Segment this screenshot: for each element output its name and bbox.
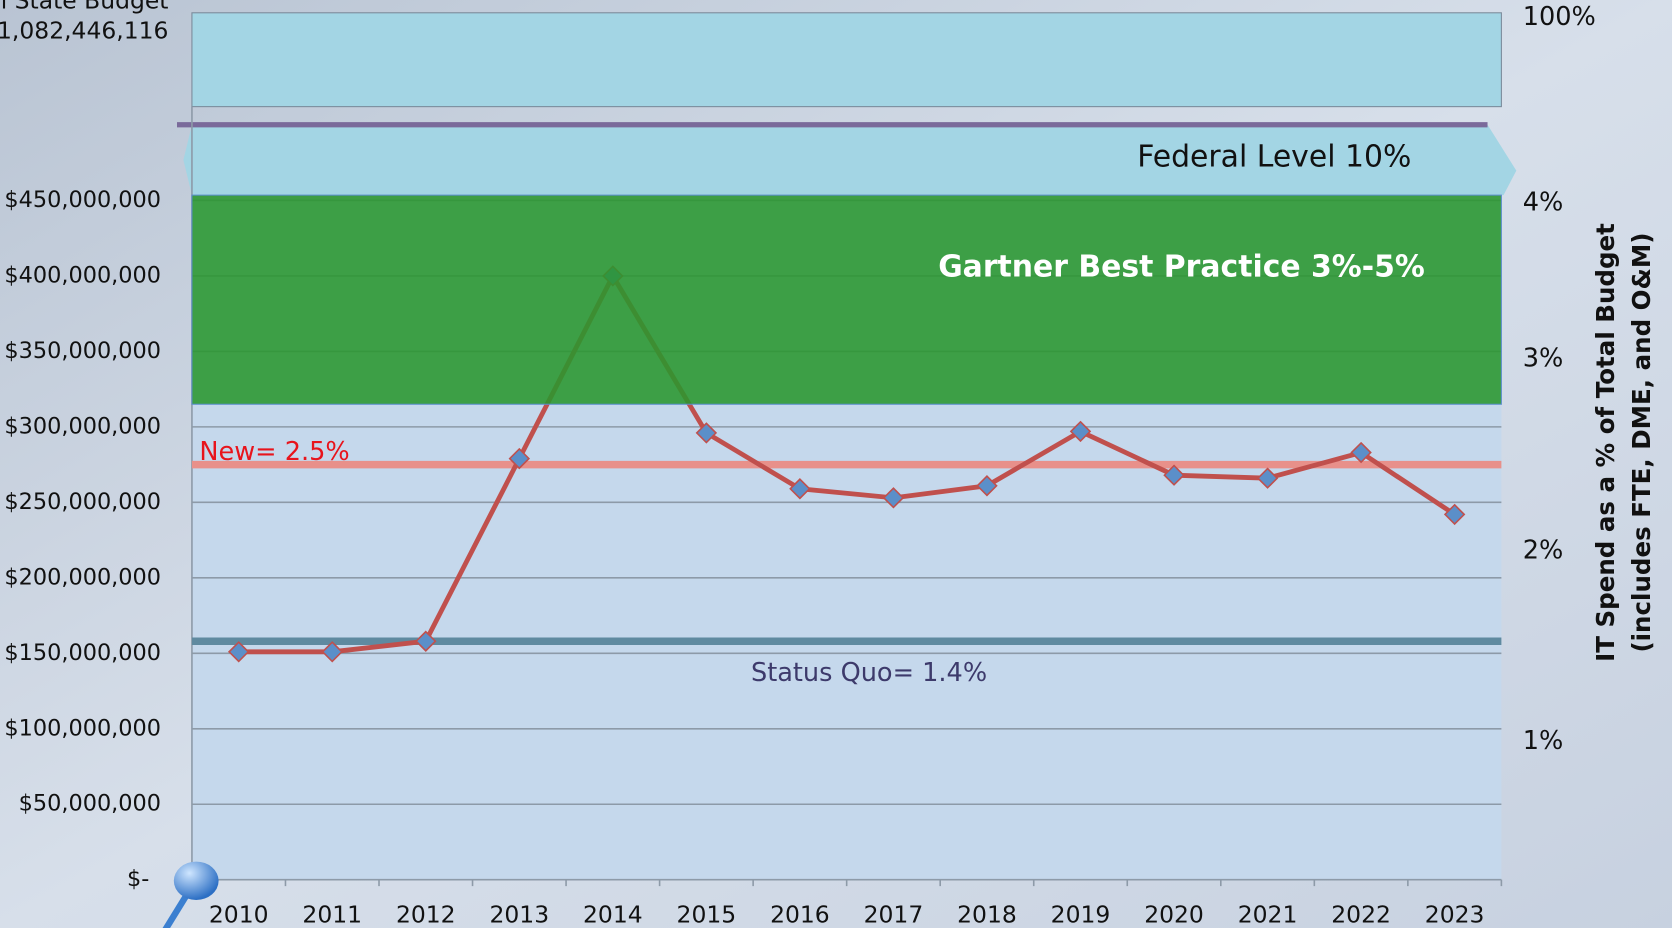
y-tick-label: $150,000,000: [4, 640, 161, 666]
x-tick-label: 2014: [583, 900, 643, 928]
y-tick-label: $-: [127, 866, 149, 892]
federal-band: [183, 124, 1517, 196]
x-tick-label: 2017: [864, 900, 924, 928]
data-marker: [1069, 420, 1092, 443]
data-marker: [321, 641, 343, 663]
reference-label: Status Quo= 1.4%: [751, 658, 987, 688]
x-tick-label: 2016: [770, 900, 830, 928]
decor-ball: [173, 861, 219, 900]
data-line: [238, 270, 1456, 655]
data-marker: [695, 422, 718, 444]
x-tick-label: 2013: [489, 900, 549, 928]
data-marker: [1443, 503, 1466, 526]
federal-label: Federal Level 10%: [1137, 139, 1411, 174]
x-tick-label: 2011: [302, 900, 362, 928]
y-tick-label: $350,000,000: [4, 338, 161, 364]
y-tick-label: $400,000,000: [4, 262, 161, 288]
y-tick-label: $250,000,000: [4, 489, 161, 515]
x-tick-label: 2020: [1144, 900, 1204, 928]
y-tick-label: $100,000,000: [4, 715, 161, 741]
data-marker: [508, 447, 531, 470]
y2-label: 100%: [1523, 2, 1596, 32]
x-tick-label: 2018: [957, 900, 1017, 928]
y-tick-label: $300,000,000: [4, 413, 161, 439]
y-tick-label: $450,000,000: [4, 187, 161, 213]
y2-label: 3%: [1523, 343, 1564, 373]
top-box: [191, 12, 1502, 108]
header-text: al State Budget: [0, 0, 168, 15]
y-tick-label: $200,000,000: [4, 564, 161, 590]
data-marker: [976, 475, 998, 497]
y2-label: 1%: [1523, 726, 1564, 756]
data-marker: [789, 478, 811, 500]
x-tick-label: 2012: [396, 900, 456, 928]
data-marker: [227, 641, 250, 663]
band: [191, 194, 1502, 405]
band-label: Gartner Best Practice 3%-5%: [938, 250, 1425, 285]
y2-title: (includes FTE, DME, and O&M): [1627, 232, 1656, 652]
data-marker: [415, 630, 437, 652]
data-marker: [1350, 441, 1372, 464]
x-tick-label: 2023: [1425, 900, 1485, 928]
x-tick-label: 2019: [1051, 900, 1111, 928]
data-marker: [1256, 467, 1279, 489]
y2-title: IT Spend as a % of Total Budget: [1591, 223, 1620, 662]
data-marker: [1163, 464, 1185, 486]
y2-label: 2%: [1523, 535, 1564, 565]
reference-label: New= 2.5%: [199, 437, 349, 467]
y-tick-label: $50,000,000: [19, 791, 161, 817]
x-tick-label: 2015: [677, 900, 737, 928]
data-marker: [882, 487, 905, 509]
header-text: 11,082,446,116: [0, 16, 168, 44]
x-tick-label: 2021: [1238, 900, 1298, 928]
y2-label: 4%: [1523, 188, 1564, 218]
x-tick-label: 2010: [209, 900, 269, 928]
x-tick-label: 2022: [1331, 900, 1391, 928]
